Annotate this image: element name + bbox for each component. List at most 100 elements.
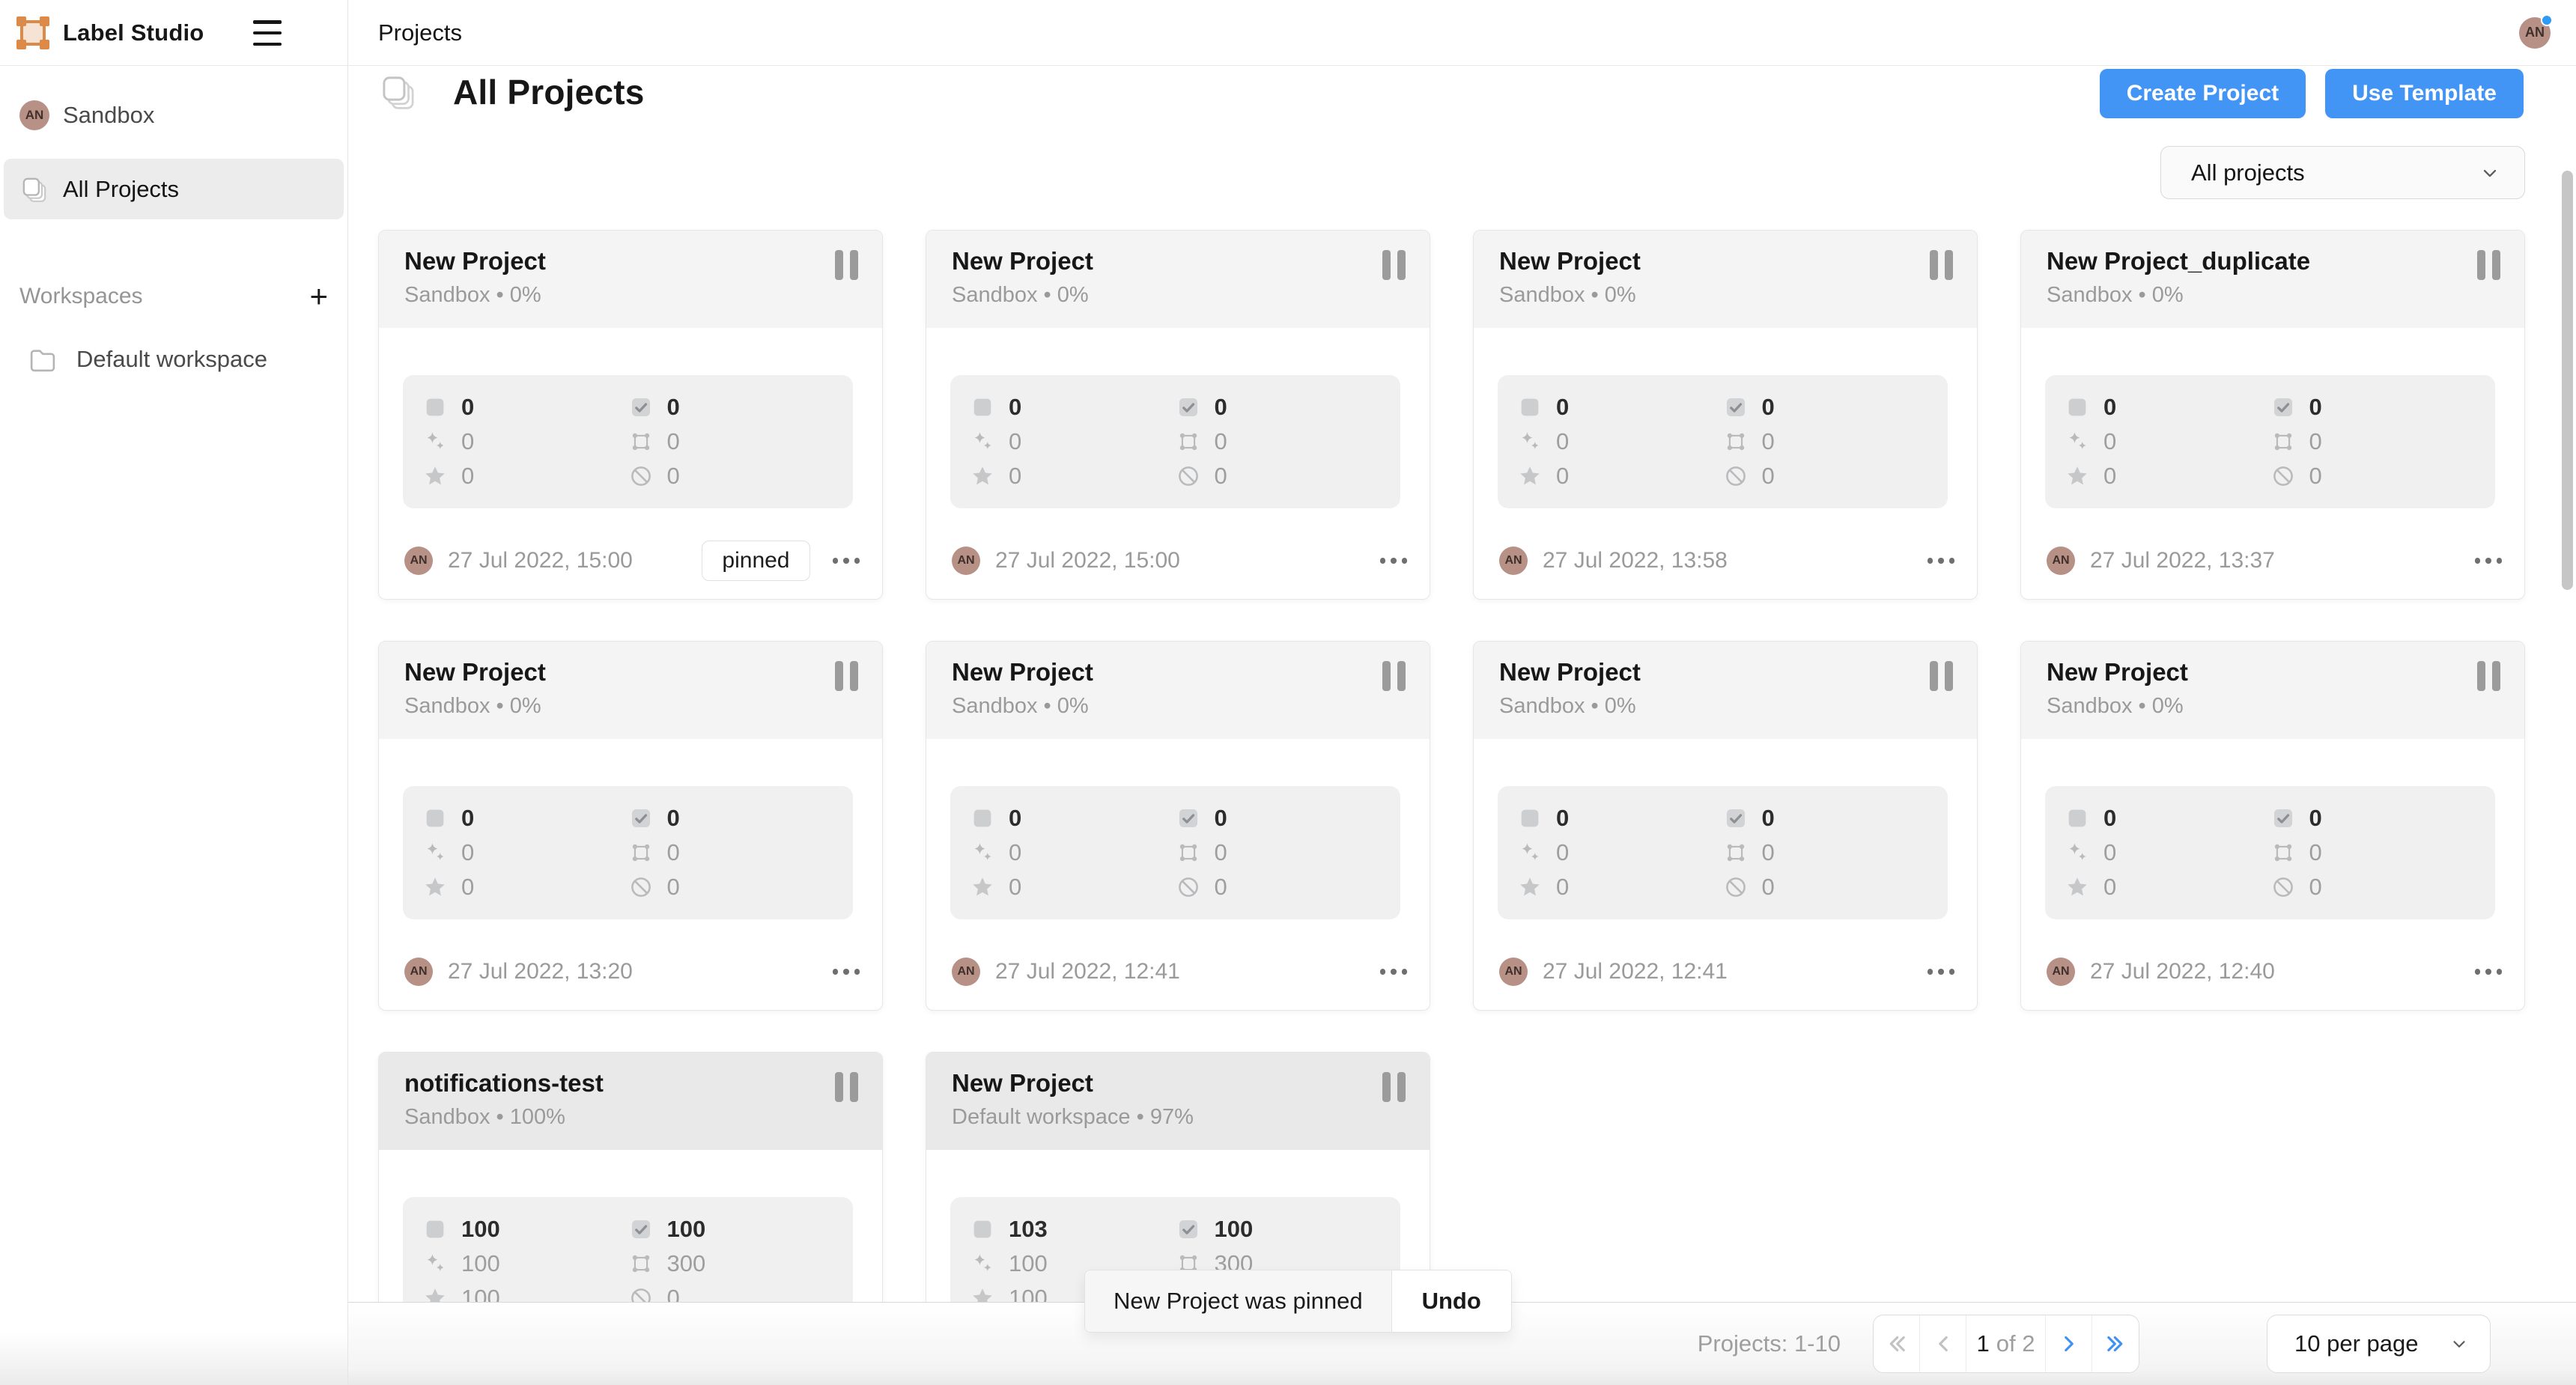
card-subtitle: Sandbox • 0% <box>1499 283 1636 307</box>
stat-predictions: 100 <box>970 1246 1176 1281</box>
stat-value: 0 <box>2309 874 2322 900</box>
card-menu-button[interactable] <box>2474 964 2502 979</box>
pause-button[interactable] <box>1930 661 1953 691</box>
star-icon <box>2068 466 2087 485</box>
pause-button[interactable] <box>835 661 858 691</box>
project-card[interactable]: New Project_duplicate Sandbox • 0% 0 0 <box>2020 230 2525 600</box>
predictions-sparkles-icon <box>1522 432 1539 450</box>
card-menu-button[interactable] <box>832 553 860 568</box>
sidebar-user-row[interactable]: AN Sandbox <box>0 85 347 145</box>
card-date: 27 Jul 2022, 15:00 <box>995 548 1180 573</box>
tasks-icon <box>426 809 444 827</box>
project-card[interactable]: New Project Sandbox • 0% 0 0 <box>926 641 1430 1011</box>
pager-next-button[interactable] <box>2046 1315 2092 1372</box>
pager-first-button[interactable] <box>1874 1315 1920 1372</box>
stat-regions: 0 <box>1723 835 1929 870</box>
card-header: New Project Sandbox • 0% <box>379 231 882 328</box>
project-card[interactable]: New Project Sandbox • 0% 0 0 <box>1473 230 1978 600</box>
toast-undo-button[interactable]: Undo <box>1391 1270 1511 1332</box>
card-subtitle: Sandbox • 0% <box>2047 694 2184 718</box>
notification-dot <box>2541 13 2553 26</box>
card-avatar: AN <box>1499 547 1528 575</box>
card-header: New Project Sandbox • 0% <box>926 231 1430 328</box>
project-card[interactable]: New Project Sandbox • 0% 0 0 <box>926 230 1430 600</box>
stat-annotations: 100 <box>1176 1212 1382 1246</box>
stat-annotations: 0 <box>1723 801 1929 835</box>
card-menu-button[interactable] <box>832 964 860 979</box>
card-header: New Project Sandbox • 0% <box>2021 642 2524 739</box>
add-workspace-button[interactable]: + <box>309 278 328 314</box>
pause-button[interactable] <box>1382 661 1406 691</box>
per-page-select[interactable]: 10 per page <box>2267 1315 2491 1373</box>
project-card[interactable]: New Project Sandbox • 0% 0 0 <box>378 230 883 600</box>
sidebar-item-default-workspace[interactable]: Default workspace <box>0 344 347 375</box>
predictions-sparkles-icon <box>1522 843 1539 861</box>
card-menu-button[interactable] <box>1379 964 1407 979</box>
pager-page-indicator: 1 of 2 <box>1966 1315 2046 1372</box>
stat-skipped: 0 <box>1723 870 1929 904</box>
pause-button[interactable] <box>2477 250 2500 280</box>
stat-value: 100 <box>1009 1250 1048 1276</box>
stat-starred: 0 <box>422 459 628 493</box>
regions-box-icon <box>2274 844 2291 862</box>
stat-predictions: 0 <box>2065 424 2270 459</box>
project-filter-select[interactable]: All projects <box>2160 146 2525 199</box>
vertical-scrollbar-thumb[interactable] <box>2562 171 2573 590</box>
stat-skipped: 0 <box>2270 870 2476 904</box>
pause-button[interactable] <box>835 1072 858 1102</box>
annotations-check-icon <box>631 398 650 417</box>
stat-regions: 300 <box>628 1246 834 1281</box>
pause-button[interactable] <box>1382 1072 1406 1102</box>
regions-box-icon <box>1179 433 1197 451</box>
stat-value: 0 <box>2103 428 2117 454</box>
star-icon <box>1520 877 1540 896</box>
stat-value: 0 <box>461 839 475 865</box>
sidebar-item-all-projects[interactable]: All Projects <box>4 159 344 219</box>
project-card[interactable]: New Project Sandbox • 0% 0 0 <box>2020 641 2525 1011</box>
tasks-icon <box>2068 809 2086 827</box>
stat-value: 0 <box>2309 805 2322 831</box>
user-avatar[interactable]: AN <box>2519 16 2551 49</box>
project-card[interactable]: New Project Sandbox • 0% 0 0 <box>378 641 883 1011</box>
create-project-button[interactable]: Create Project <box>2099 69 2306 118</box>
stat-value: 0 <box>1761 463 1775 489</box>
pager-last-button[interactable] <box>2092 1315 2139 1372</box>
stat-value: 0 <box>1009 805 1022 831</box>
stat-annotations: 0 <box>1723 390 1929 424</box>
card-title: New Project <box>1499 247 1641 275</box>
folder-icon <box>30 350 55 372</box>
card-title: New Project <box>952 658 1093 686</box>
stat-skipped: 0 <box>628 459 834 493</box>
stat-predictions: 0 <box>970 835 1176 870</box>
card-menu-button[interactable] <box>2474 553 2502 568</box>
stat-starred: 0 <box>2065 870 2270 904</box>
pause-button[interactable] <box>835 250 858 280</box>
stat-value: 0 <box>1009 394 1022 420</box>
predictions-sparkles-icon <box>974 843 991 861</box>
pager-prev-button[interactable] <box>1920 1315 1966 1372</box>
hamburger-menu-button[interactable] <box>253 20 282 46</box>
ban-icon <box>1725 466 1746 486</box>
stat-value: 0 <box>1556 805 1570 831</box>
double-chevron-right-icon <box>2107 1336 2123 1352</box>
stat-value: 0 <box>2103 874 2117 900</box>
predictions-sparkles-icon <box>2069 843 2086 861</box>
pause-button[interactable] <box>1930 250 1953 280</box>
card-menu-button[interactable] <box>1927 553 1954 568</box>
stat-starred: 0 <box>1517 870 1723 904</box>
project-card[interactable]: New Project Sandbox • 0% 0 0 <box>1473 641 1978 1011</box>
card-menu-button[interactable] <box>1927 964 1954 979</box>
pause-button[interactable] <box>1382 250 1406 280</box>
predictions-sparkles-icon <box>2069 432 2086 450</box>
pinned-badge: pinned <box>702 541 810 581</box>
toast: New Project was pinned Undo <box>1084 1270 1512 1333</box>
card-menu-button[interactable] <box>1379 553 1407 568</box>
use-template-button[interactable]: Use Template <box>2325 69 2524 118</box>
main-area: Projects AN All Projects Create Project … <box>348 0 2576 1385</box>
stat-starred: 0 <box>970 459 1176 493</box>
stat-value: 0 <box>1009 839 1022 865</box>
pause-button[interactable] <box>2477 661 2500 691</box>
tasks-icon <box>973 809 991 827</box>
stat-value: 0 <box>461 805 475 831</box>
stat-value: 103 <box>1009 1216 1048 1242</box>
